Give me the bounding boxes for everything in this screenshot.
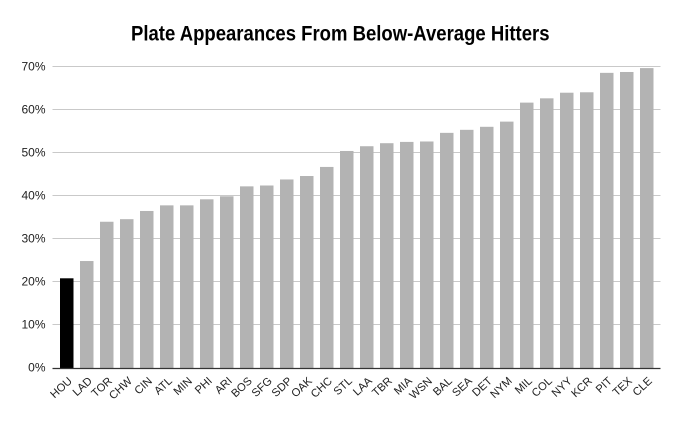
svg-text:60%: 60%	[21, 103, 45, 117]
svg-text:50%: 50%	[21, 146, 45, 160]
svg-text:Plate Appearances From Below-A: Plate Appearances From Below-Average Hit…	[131, 22, 550, 45]
svg-text:20%: 20%	[21, 275, 45, 289]
svg-text:40%: 40%	[21, 189, 45, 203]
svg-text:30%: 30%	[21, 232, 45, 246]
svg-text:70%: 70%	[21, 60, 45, 74]
svg-text:0%: 0%	[28, 361, 46, 375]
svg-text:10%: 10%	[21, 318, 45, 332]
